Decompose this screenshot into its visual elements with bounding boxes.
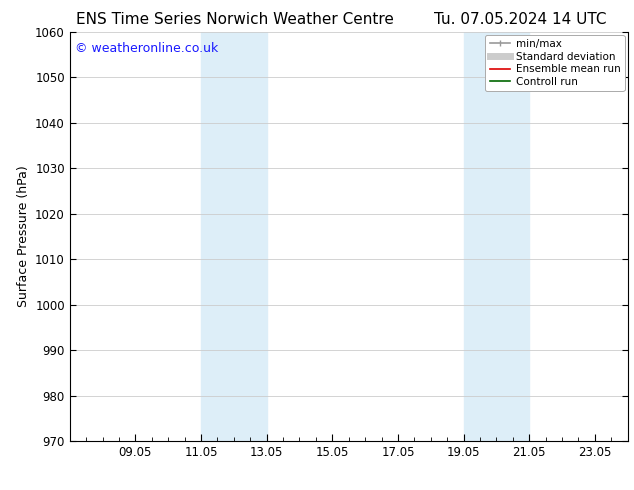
Text: Tu. 07.05.2024 14 UTC: Tu. 07.05.2024 14 UTC [434,12,606,27]
Legend: min/max, Standard deviation, Ensemble mean run, Controll run: min/max, Standard deviation, Ensemble me… [486,35,624,91]
Y-axis label: Surface Pressure (hPa): Surface Pressure (hPa) [16,166,30,307]
Bar [201,32,267,441]
Text: © weatheronline.co.uk: © weatheronline.co.uk [75,42,219,55]
Bar [463,32,529,441]
Text: ENS Time Series Norwich Weather Centre: ENS Time Series Norwich Weather Centre [75,12,394,27]
